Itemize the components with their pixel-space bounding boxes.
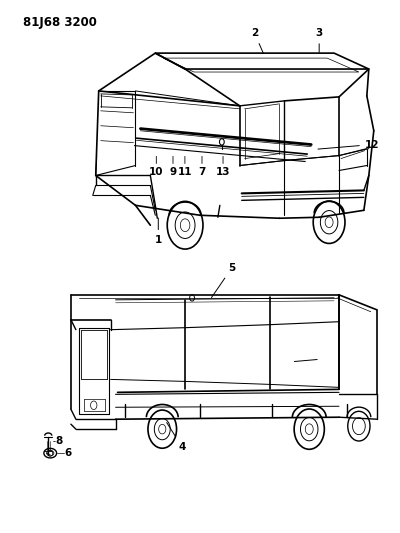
Text: 1: 1 [155, 218, 162, 245]
Text: 6: 6 [64, 448, 72, 458]
Text: 12: 12 [318, 140, 379, 150]
Text: 3: 3 [316, 28, 323, 52]
Text: 81J68 3200: 81J68 3200 [23, 16, 97, 29]
Text: 2: 2 [251, 28, 264, 53]
Text: 5: 5 [212, 263, 236, 297]
Text: 7: 7 [198, 167, 206, 177]
Text: 13: 13 [216, 167, 230, 177]
Text: 10: 10 [149, 167, 164, 177]
Text: 8: 8 [55, 437, 62, 447]
Text: 11: 11 [178, 167, 192, 177]
Text: 9: 9 [170, 167, 176, 177]
Text: 4: 4 [167, 423, 186, 452]
